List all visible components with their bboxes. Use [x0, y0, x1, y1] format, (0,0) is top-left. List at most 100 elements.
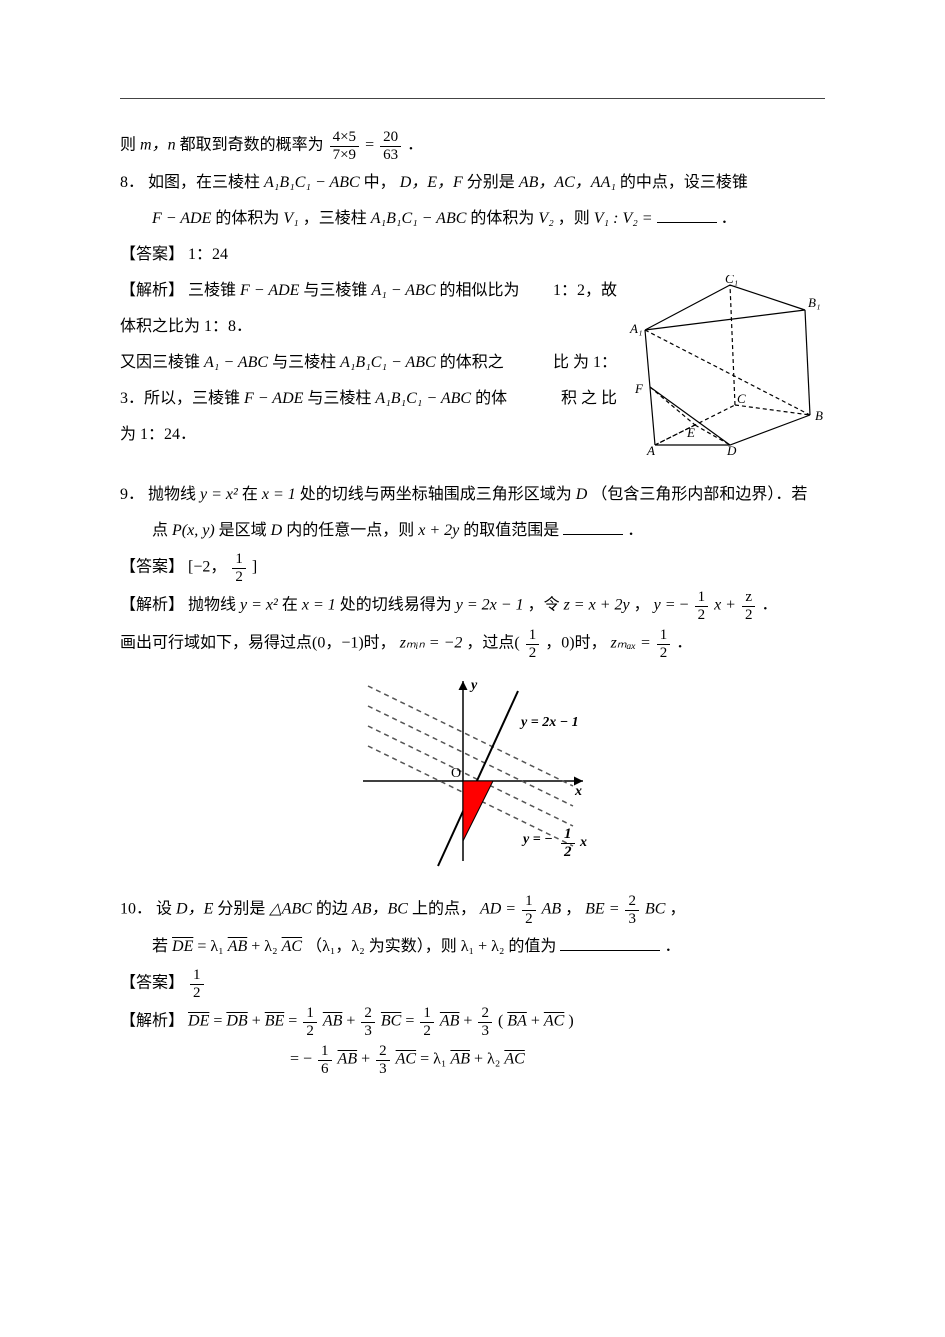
- math: y = x²: [200, 486, 238, 503]
- math: x = 1: [302, 597, 336, 614]
- text: ，过点(: [466, 635, 519, 652]
- vec: AC: [396, 1051, 416, 1068]
- text: 的边: [316, 901, 352, 918]
- eq: =: [213, 1013, 226, 1030]
- text: 上的点，: [412, 901, 476, 918]
- eq: =: [405, 1013, 418, 1030]
- svg-text:B₁: B₁: [808, 295, 820, 310]
- math: D: [576, 486, 588, 503]
- period: ．: [627, 522, 643, 539]
- ans-label: 【答案】: [120, 246, 184, 263]
- frac: 1 2: [190, 967, 204, 1001]
- text: ，0)时，: [545, 635, 606, 652]
- frac: z 2: [742, 589, 756, 623]
- svg-text:y = −: y = −: [521, 832, 553, 847]
- p9-sol2: 画出可行域如下，易得过点(0，−1)时， zₘᵢₙ = −2 ，过点( 1 2 …: [120, 627, 825, 661]
- num: 8．: [120, 174, 144, 191]
- text: ，令: [528, 597, 564, 614]
- math: BE =: [585, 901, 623, 918]
- text: 内的任意一点，则: [286, 522, 418, 539]
- math: y =: [654, 597, 680, 614]
- svg-text:A: A: [646, 443, 655, 455]
- frac: 2 3: [478, 1005, 492, 1039]
- text: = −: [290, 1051, 312, 1068]
- text: 若: [152, 938, 172, 955]
- math: F − ADE: [240, 282, 299, 299]
- math: AB: [542, 901, 562, 918]
- text: 的体积为: [470, 210, 538, 227]
- frac: 4×5 7×9: [330, 129, 359, 163]
- text: 的相似比为: [440, 282, 520, 299]
- text: 与三棱锥: [303, 282, 371, 299]
- p9-answer: 【答案】 [−2， 1 2 ]: [120, 551, 825, 585]
- text: 设: [156, 901, 176, 918]
- math: V₁: [283, 210, 298, 227]
- frac: 1 2: [522, 893, 536, 927]
- plus: +: [531, 1013, 544, 1030]
- math: A₁ − ABC: [371, 282, 435, 299]
- text: 处的切线易得为: [340, 597, 456, 614]
- text: 体积之比为 1：8．: [120, 318, 252, 335]
- text-right: 积 之 比: [561, 383, 617, 415]
- svg-text:E: E: [686, 425, 695, 440]
- vec: BC: [381, 1013, 401, 1030]
- vec: AB: [440, 1013, 460, 1030]
- plus: +: [346, 1013, 359, 1030]
- math: A₁B₁C₁ − ABC: [371, 210, 467, 227]
- plus: +: [463, 1013, 476, 1030]
- neg: −: [680, 597, 689, 614]
- mn: m，n: [140, 137, 176, 154]
- p10-line2: 若 DE = λ₁ AB + λ₂ AC （λ₁，λ₂ 为实数），则 λ₁ + …: [152, 931, 825, 963]
- period: ．: [407, 137, 423, 154]
- text: 中，: [364, 174, 400, 191]
- svg-text:F: F: [634, 381, 644, 396]
- text: x +: [714, 597, 740, 614]
- text: + λ₂: [251, 938, 277, 955]
- math: A₁B₁C₁ − ABC: [264, 174, 360, 191]
- vec: DB: [226, 1013, 247, 1030]
- problem-8: 8． 如图，在三棱柱 A₁B₁C₁ − ABC 中， D，E，F 分别是 AB，…: [120, 167, 825, 451]
- vec: BA: [507, 1013, 527, 1030]
- text: 的体积之: [440, 354, 504, 371]
- p8-answer: 【答案】 1：24: [120, 239, 825, 271]
- math: zₘᵢₙ = −2: [400, 635, 463, 652]
- vec: AC: [504, 1051, 524, 1068]
- math: D: [271, 522, 283, 539]
- prob-line: 则 m，n 都取到奇数的概率为 4×5 7×9 = 20 63 ．: [120, 129, 825, 163]
- math: D，E: [176, 901, 213, 918]
- text: 抛物线: [188, 597, 240, 614]
- text: 处的切线与两坐标轴围成三角形区域为: [300, 486, 576, 503]
- math: F − ADE: [244, 390, 303, 407]
- text: 又因三棱锥: [120, 354, 204, 371]
- text: ，: [565, 901, 581, 918]
- p10-line1: 10． 设 D，E 分别是 △ABC 的边 AB，BC 上的点， AD = 1 …: [120, 893, 825, 927]
- p10-sol1: 【解析】 DE = DB + BE = 1 2 AB + 2 3 BC = 1 …: [120, 1005, 825, 1039]
- text: 三棱锥: [188, 282, 240, 299]
- blank: [657, 206, 717, 223]
- vec: BE: [265, 1013, 285, 1030]
- ans-label: 【答案】: [120, 559, 184, 576]
- close: ): [568, 1013, 573, 1030]
- math: y = 2x − 1: [456, 597, 524, 614]
- ans-label: 【答案】: [120, 975, 184, 992]
- text: ，则: [558, 210, 594, 227]
- text: 在: [282, 597, 302, 614]
- vec: AC: [282, 938, 302, 955]
- text: 在: [242, 486, 262, 503]
- region-svg: y x O y = 2x − 1 y = − 12 x: [343, 671, 603, 871]
- frac: 1 2: [420, 1005, 434, 1039]
- vec: DE: [172, 938, 193, 955]
- text: 抛物线: [148, 486, 200, 503]
- svg-text:C: C: [737, 391, 746, 406]
- text: 为 1：24．: [120, 426, 196, 443]
- math: x = 1: [262, 486, 296, 503]
- math: A₁ − ABC: [204, 354, 268, 371]
- math: D，E，F: [400, 174, 463, 191]
- text: ．: [761, 597, 777, 614]
- plus: +: [252, 1013, 265, 1030]
- text: 是区域: [219, 522, 271, 539]
- text-right: 比 为 1：: [553, 347, 617, 379]
- text: ．: [676, 635, 692, 652]
- math: △ABC: [269, 901, 312, 918]
- text: 与三棱柱: [272, 354, 340, 371]
